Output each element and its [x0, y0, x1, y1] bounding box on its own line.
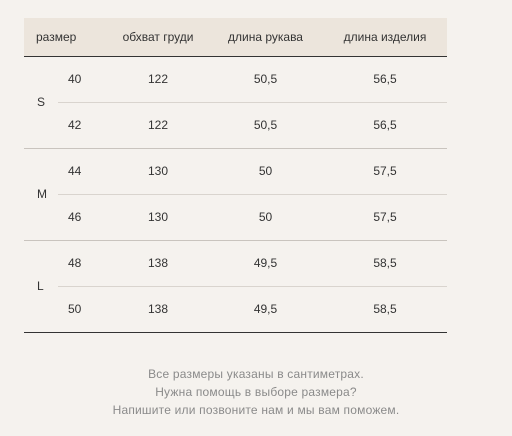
- contact-note: Напишите или позвоните нам и мы вам помо…: [112, 403, 400, 417]
- length-cell: 56,5: [323, 102, 447, 149]
- chest-cell: 122: [108, 102, 208, 149]
- group-label-l: L: [24, 240, 58, 333]
- table-row: 50 138 49,5 58,5: [24, 286, 447, 333]
- length-cell: 57,5: [323, 194, 447, 241]
- size-cell: 40: [58, 56, 108, 103]
- table-row: 42 122 50,5 56,5: [24, 102, 447, 149]
- size-chart: размер обхват груди длина рукава длина и…: [24, 18, 447, 333]
- group-label-m: M: [24, 148, 58, 241]
- size-cell: 48: [58, 240, 108, 287]
- size-cell: 42: [58, 102, 108, 149]
- sleeve-cell: 50: [208, 194, 323, 241]
- table-row: L 48 138 49,5 58,5: [24, 240, 447, 333]
- chest-cell: 138: [108, 286, 208, 333]
- sleeve-cell: 49,5: [208, 240, 323, 287]
- size-table: размер обхват груди длина рукава длина и…: [24, 18, 447, 333]
- table-row: 46 130 50 57,5: [24, 194, 447, 241]
- size-cell: 46: [58, 194, 108, 241]
- size-cell: 50: [58, 286, 108, 333]
- sleeve-cell: 50,5: [208, 56, 323, 103]
- sleeve-cell: 50,5: [208, 102, 323, 149]
- length-cell: 57,5: [323, 148, 447, 195]
- header-size: размер: [24, 18, 108, 57]
- header-chest: обхват груди: [108, 18, 208, 57]
- length-cell: 58,5: [323, 286, 447, 333]
- length-cell: 56,5: [323, 56, 447, 103]
- length-cell: 58,5: [323, 240, 447, 287]
- sleeve-cell: 50: [208, 148, 323, 195]
- table-header-row: размер обхват груди длина рукава длина и…: [24, 18, 447, 57]
- header-sleeve: длина рукава: [208, 18, 323, 57]
- chest-cell: 138: [108, 240, 208, 287]
- size-help-note: Все размеры указаны в сантиметрах. Нужна…: [0, 365, 512, 419]
- chest-cell: 122: [108, 56, 208, 103]
- group-label-s: S: [24, 56, 58, 149]
- units-note: Все размеры указаны в сантиметрах.: [148, 367, 364, 381]
- table-row: S 40 122 50,5 56,5: [24, 56, 447, 149]
- header-length: длина изделия: [323, 18, 447, 57]
- chest-cell: 130: [108, 194, 208, 241]
- help-question: Нужна помощь в выборе размера?: [155, 385, 357, 399]
- chest-cell: 130: [108, 148, 208, 195]
- sleeve-cell: 49,5: [208, 286, 323, 333]
- size-cell: 44: [58, 148, 108, 195]
- table-row: M 44 130 50 57,5: [24, 148, 447, 241]
